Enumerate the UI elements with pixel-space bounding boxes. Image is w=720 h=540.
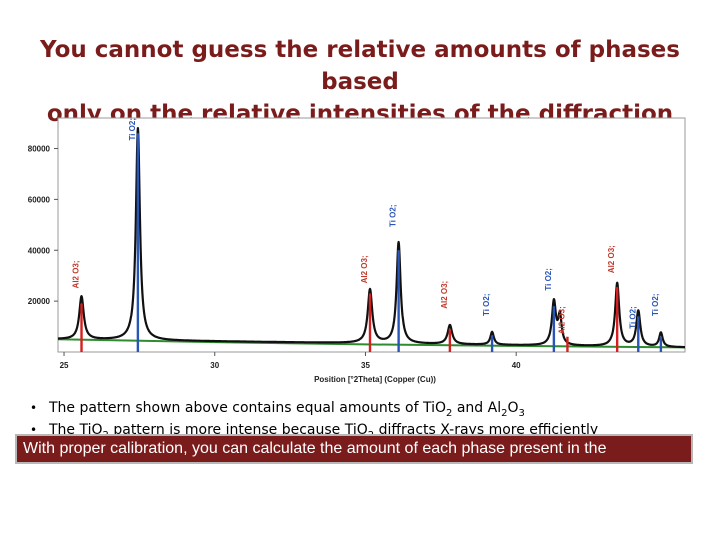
phase-label: Al2 O3; — [72, 260, 81, 288]
x-tick-label: 30 — [210, 361, 219, 370]
y-tick-label: 80000 — [28, 145, 51, 154]
bullet-dot: • — [30, 401, 38, 415]
x-tick-label: 25 — [60, 361, 69, 370]
phase-label: Ti O2; — [628, 306, 637, 329]
calibration-callout: With proper calibration, you can calcula… — [15, 434, 693, 464]
phase-label: Ti O2; — [651, 294, 660, 317]
phase-label: Al2 O3; — [607, 245, 616, 273]
phase-label: Ti O2; — [128, 118, 137, 141]
y-tick-label: 40000 — [28, 246, 51, 255]
pattern-layer — [57, 127, 686, 349]
phase-label: Al2 O3; — [360, 255, 369, 283]
phase-label: Ti O2; — [544, 268, 553, 291]
bullet-list: • The pattern shown above contains equal… — [30, 400, 700, 444]
bullet-text-1: The pattern shown above contains equal a… — [49, 400, 525, 419]
bullet-item-1: • The pattern shown above contains equal… — [30, 400, 700, 422]
phase-label: Ti O2; — [482, 294, 491, 317]
y-tick-label: 20000 — [28, 297, 51, 306]
phase-label: Ti O2; — [389, 204, 398, 227]
bullet-dot: • — [30, 423, 38, 437]
y-tick-label: 60000 — [28, 195, 51, 204]
plot-area — [57, 117, 686, 353]
phase-label: Al2 O3; — [440, 281, 449, 309]
phase-label: Al2 O3; — [557, 306, 566, 334]
diffraction-pattern-line — [57, 127, 686, 349]
background-layer — [57, 338, 686, 349]
phase-markers-layer — [80, 133, 663, 352]
x-axis-title: Position [°2Theta] (Copper (Cu)) — [314, 375, 436, 384]
callout-text: With proper calibration, you can calcula… — [23, 440, 607, 457]
x-tick-label: 40 — [512, 361, 521, 370]
phase-labels-layer: Al2 O3; Ti O2; Al2 O3; Ti O2; Al2 O3; Ti O2; T… — [72, 118, 660, 334]
x-tick-label: 35 — [361, 361, 370, 370]
axes-layer: 20000 40000 60000 80000 25 30 35 40 — [28, 145, 521, 370]
xrd-chart: Al2 O3; Ti O2; Al2 O3; Ti O2; Al2 O3; Ti O2; T… — [28, 117, 686, 384]
background-series-line — [57, 338, 686, 349]
title-line-1: You cannot guess the relative amounts of… — [40, 37, 680, 95]
